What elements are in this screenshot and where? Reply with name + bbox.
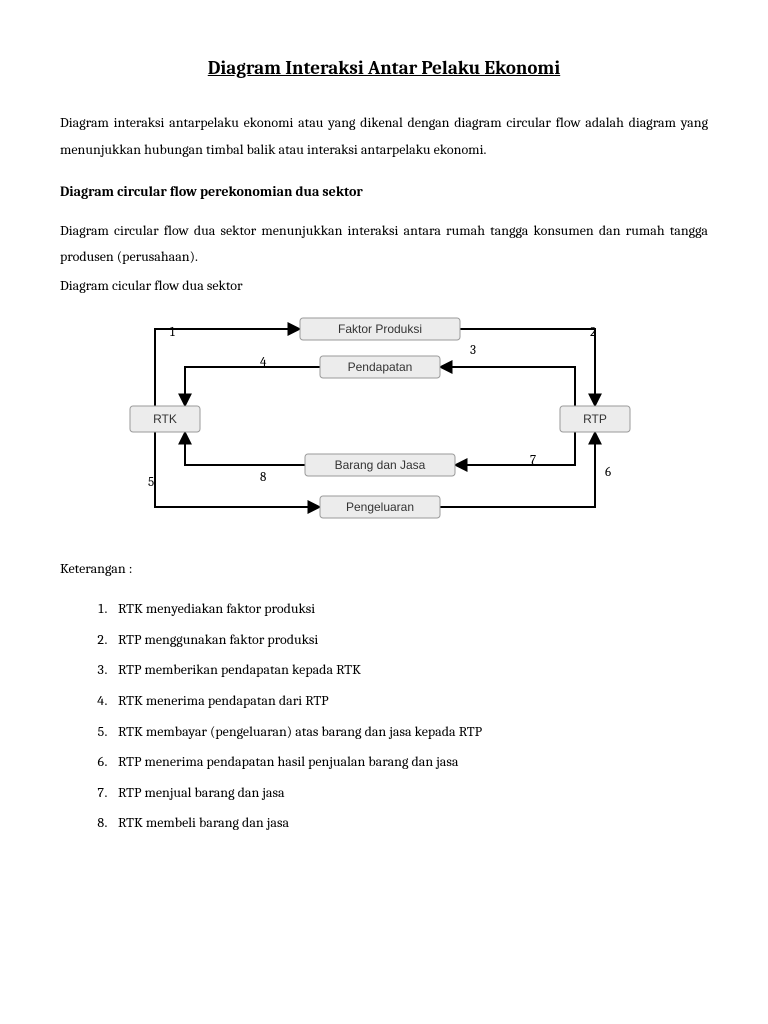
svg-text:Faktor Produksi: Faktor Produksi [338, 322, 422, 336]
node-pendapatan: Pendapatan [320, 356, 440, 378]
keterangan-item-8: RTK membeli barang dan jasa [110, 810, 708, 837]
section-description: Diagram circular flow dua sektor menunju… [60, 218, 708, 271]
flow-number-8: 8 [260, 470, 266, 485]
keterangan-item-2: RTP menggunakan faktor produksi [110, 627, 708, 654]
svg-text:RTK: RTK [153, 412, 177, 426]
node-pengeluaran: Pengeluaran [320, 496, 440, 518]
keterangan-item-1: RTK menyediakan faktor produksi [110, 596, 708, 623]
node-faktor: Faktor Produksi [300, 318, 460, 340]
flow-4-line [185, 367, 320, 406]
intro-paragraph: Diagram interaksi antarpelaku ekonomi at… [60, 110, 708, 163]
flow-number-7: 7 [530, 453, 536, 468]
page-title: Diagram Interaksi Antar Pelaku Ekonomi [60, 50, 708, 86]
svg-text:RTP: RTP [583, 412, 607, 426]
flow-5-line [155, 432, 320, 507]
keterangan-item-5: RTK membayar (pengeluaran) atas barang d… [110, 719, 708, 746]
keterangan-item-3: RTP memberikan pendapatan kepada RTK [110, 657, 708, 684]
keterangan-item-6: RTP menerima pendapatan hasil penjualan … [110, 749, 708, 776]
flow-number-1: 1 [170, 325, 175, 340]
flow-6-line [440, 432, 595, 507]
keterangan-item-4: RTK menerima pendapatan dari RTP [110, 688, 708, 715]
flow-number-2: 2 [590, 325, 596, 340]
node-rtk: RTK [130, 406, 200, 432]
keterangan-item-7: RTP menjual barang dan jasa [110, 780, 708, 807]
keterangan-label: Keterangan : [60, 556, 708, 583]
node-barang: Barang dan Jasa [305, 454, 455, 476]
svg-text:Pendapatan: Pendapatan [348, 360, 413, 374]
diagram-caption: Diagram cicular flow dua sektor [60, 273, 708, 300]
svg-text:Pengeluaran: Pengeluaran [346, 500, 414, 514]
flow-3-line [440, 367, 575, 406]
circular-flow-diagram: RTK RTP Faktor Produksi Pendapatan Barang da… [60, 306, 708, 536]
flow-number-5: 5 [148, 475, 154, 490]
svg-text:Barang dan Jasa: Barang dan Jasa [335, 458, 426, 472]
flow-8-line [185, 432, 305, 465]
flow-7-line [455, 432, 575, 465]
flow-number-6: 6 [605, 465, 611, 480]
section-subheading: Diagram circular flow perekonomian dua s… [60, 179, 708, 206]
node-rtp: RTP [560, 406, 630, 432]
flow-number-3: 3 [470, 343, 476, 358]
keterangan-list: RTK menyediakan faktor produksi RTP mengg… [60, 596, 708, 837]
flow-number-4: 4 [260, 355, 267, 370]
